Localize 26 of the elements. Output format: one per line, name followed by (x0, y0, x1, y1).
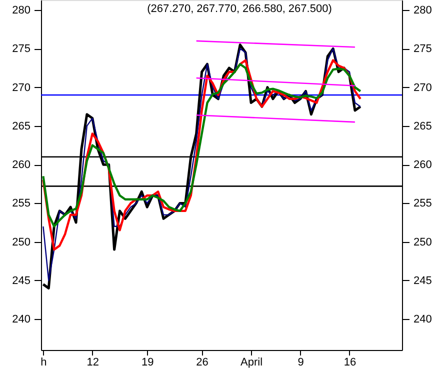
y2-tick-label: 270 (414, 82, 432, 94)
y2-tick-label: 280 (414, 4, 432, 17)
y-tick-label: 260 (12, 159, 30, 172)
y2-tick-label: 245 (414, 274, 432, 287)
x-tick-label: April (240, 356, 263, 368)
x-tick-label: 26 (196, 356, 208, 368)
y2-tick-label: 265 (414, 120, 432, 132)
y2-tick-label: 255 (414, 198, 432, 210)
y-tick-label: 255 (12, 198, 30, 210)
y-tick-label: 240 (12, 314, 30, 326)
y2-tick-label: 250 (414, 236, 432, 248)
y-tick-label: 265 (12, 120, 30, 132)
x-tick-label: 12 (86, 356, 100, 368)
y2-tick-label: 275 (414, 43, 432, 56)
y-tick-label: 250 (12, 236, 30, 248)
y-tick-label: 245 (12, 274, 30, 287)
x-tick-label: 9 (298, 356, 304, 368)
x-tick-label: 16 (344, 356, 356, 368)
y-tick-label: 270 (12, 82, 30, 94)
x-tick-label: h (40, 356, 47, 368)
chart-title: (267.270, 267.770, 266.580, 267.500) (147, 3, 332, 15)
y-tick-label: 280 (12, 4, 30, 17)
y2-tick-label: 260 (414, 159, 432, 172)
x-tick-label: 19 (141, 356, 154, 368)
y2-tick-label: 240 (414, 314, 432, 326)
y-tick-label: 275 (12, 43, 30, 56)
